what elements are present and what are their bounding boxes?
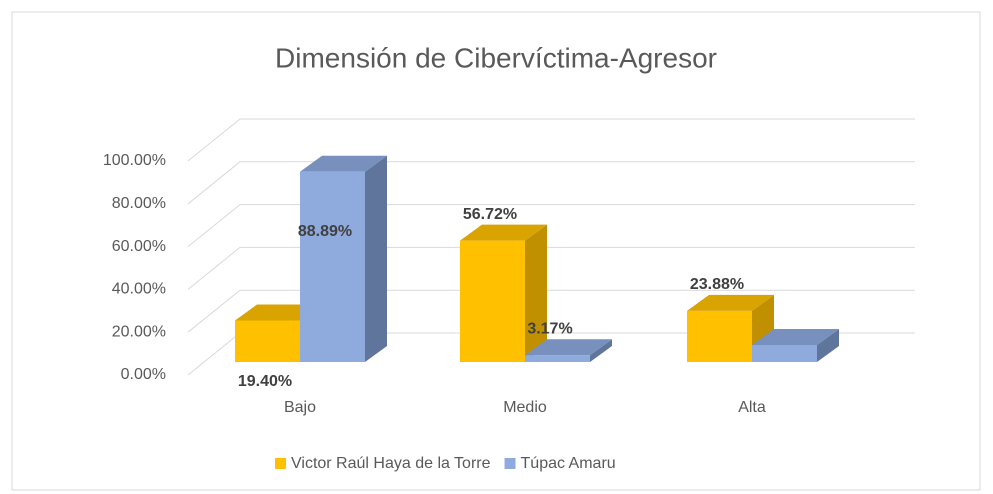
legend-swatch xyxy=(275,458,286,469)
bar xyxy=(687,310,752,362)
data-label: 19.40% xyxy=(238,373,292,390)
bar-top xyxy=(300,155,387,172)
data-label: 88.89% xyxy=(298,223,352,240)
bar-side xyxy=(590,339,612,362)
y-tick-label: 40.00% xyxy=(112,281,166,298)
bar-side xyxy=(365,155,387,362)
grid-line xyxy=(187,118,915,162)
data-label: 3.17% xyxy=(527,320,572,337)
bar xyxy=(235,320,300,362)
bar xyxy=(460,240,525,362)
x-tick-label: Alta xyxy=(738,399,766,416)
y-tick-label: 80.00% xyxy=(112,195,166,212)
bar xyxy=(752,345,817,362)
legend-swatch xyxy=(504,458,516,469)
bar-top xyxy=(687,294,774,311)
x-tick-label: Medio xyxy=(503,399,547,416)
x-tick-label: Bajo xyxy=(284,399,316,416)
y-tick-label: 0.00% xyxy=(121,366,166,383)
bar-top xyxy=(525,339,612,356)
bar xyxy=(525,355,590,362)
y-tick-label: 100.00% xyxy=(103,152,166,169)
bar xyxy=(300,171,365,362)
data-label: 23.88% xyxy=(690,276,744,293)
grid-line xyxy=(187,246,915,290)
grid-line xyxy=(187,289,915,333)
chart-title: Dimensión de Cibervíctima-Agresor xyxy=(275,42,717,73)
legend-label: Túpac Amaru xyxy=(521,455,616,472)
grid-line xyxy=(187,161,915,205)
bar-top xyxy=(460,224,547,241)
bar-side xyxy=(817,329,839,362)
grid-line xyxy=(187,204,915,247)
bar-top xyxy=(752,329,839,346)
y-tick-label: 60.00% xyxy=(112,238,166,255)
y-tick-label: 20.00% xyxy=(112,323,166,340)
legend-label: Victor Raúl Haya de la Torre xyxy=(291,455,491,472)
data-label: 56.72% xyxy=(463,206,517,223)
bar-side xyxy=(525,224,547,362)
